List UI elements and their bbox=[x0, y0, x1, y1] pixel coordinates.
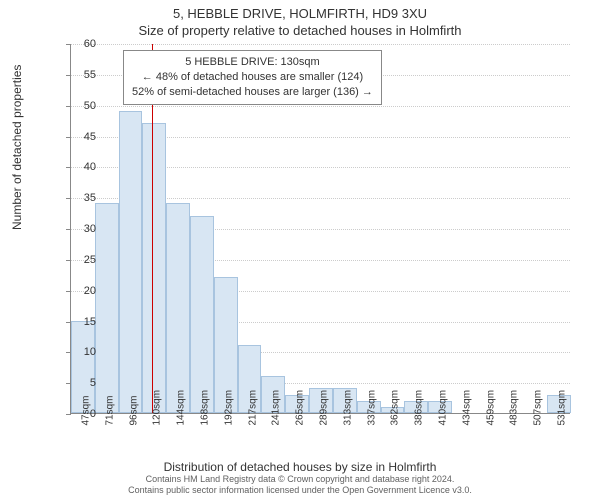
gridline bbox=[71, 106, 570, 107]
ytick-label: 15 bbox=[66, 316, 96, 328]
gridline bbox=[71, 44, 570, 45]
histogram-bar bbox=[190, 216, 214, 413]
ytick-label: 60 bbox=[66, 38, 96, 50]
ytick-label: 45 bbox=[66, 131, 96, 143]
ytick-label: 50 bbox=[66, 100, 96, 112]
ytick-label: 20 bbox=[66, 285, 96, 297]
ytick-label: 30 bbox=[66, 223, 96, 235]
footer-line2: Contains public sector information licen… bbox=[128, 485, 472, 495]
title-address: 5, HEBBLE DRIVE, HOLMFIRTH, HD9 3XU bbox=[0, 0, 600, 21]
chart-container: 5, HEBBLE DRIVE, HOLMFIRTH, HD9 3XU Size… bbox=[0, 0, 600, 500]
histogram-bar bbox=[95, 203, 119, 413]
annotation-line1: 5 HEBBLE DRIVE: 130sqm bbox=[132, 55, 373, 70]
ytick-label: 35 bbox=[66, 192, 96, 204]
histogram-bar bbox=[142, 123, 166, 413]
annotation-line3: 52% of semi-detached houses are larger (… bbox=[132, 85, 373, 100]
annotation-line2: ← 48% of detached houses are smaller (12… bbox=[132, 70, 373, 85]
histogram-bar bbox=[166, 203, 190, 413]
ytick-label: 10 bbox=[66, 346, 96, 358]
y-axis-label: Number of detached properties bbox=[10, 65, 24, 230]
annotation-box: 5 HEBBLE DRIVE: 130sqm ← 48% of detached… bbox=[123, 50, 382, 105]
title-subtitle: Size of property relative to detached ho… bbox=[0, 21, 600, 38]
histogram-bar bbox=[119, 111, 143, 413]
footer-attribution: Contains HM Land Registry data © Crown c… bbox=[0, 474, 600, 496]
footer-line1: Contains HM Land Registry data © Crown c… bbox=[146, 474, 455, 484]
plot-area: 5 HEBBLE DRIVE: 130sqm ← 48% of detached… bbox=[70, 44, 570, 414]
ytick-label: 40 bbox=[66, 161, 96, 173]
ytick-label: 55 bbox=[66, 69, 96, 81]
ytick-label: 25 bbox=[66, 254, 96, 266]
ytick-label: 5 bbox=[66, 377, 96, 389]
x-axis-label: Distribution of detached houses by size … bbox=[0, 460, 600, 474]
